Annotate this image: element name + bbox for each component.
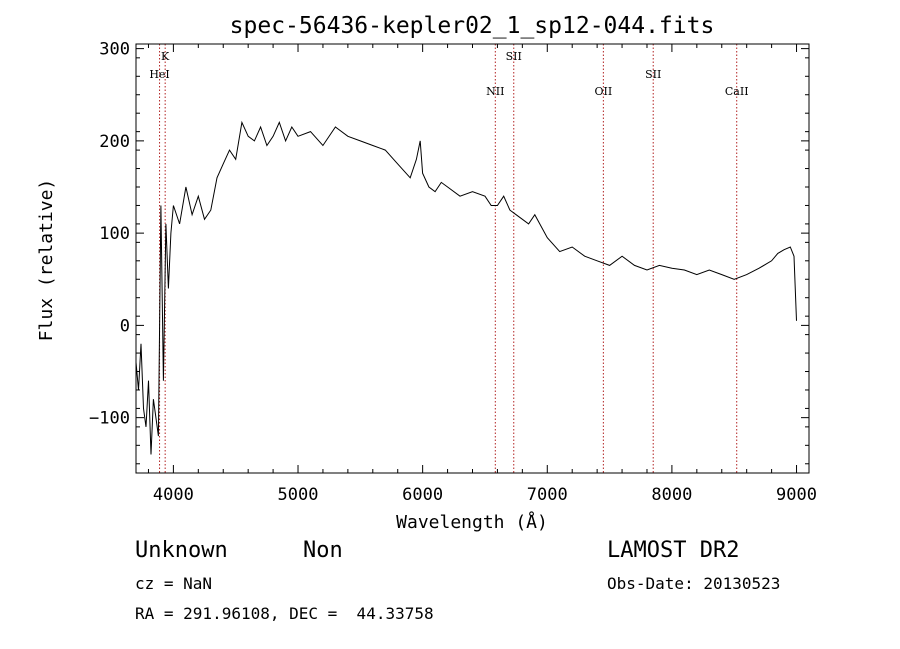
- survey-name: LAMOST DR2: [607, 538, 740, 563]
- y-axis: −100 0 100 200 300: [89, 40, 809, 465]
- x-tick-label: 4000: [153, 485, 194, 505]
- x-axis-label: Wavelength (Å): [396, 511, 548, 533]
- y-tick-label: 0: [120, 316, 130, 336]
- object-subclass: Non: [303, 538, 343, 563]
- y-tick-label: −100: [89, 409, 130, 429]
- x-axis: 4000 5000 6000 7000 8000 9000: [147, 44, 817, 505]
- x-tick-label: 9000: [776, 485, 817, 505]
- y-axis-label: Flux (relative): [36, 179, 57, 342]
- spectrum-line: [135, 120, 797, 455]
- emission-line-label: HeI: [149, 68, 169, 81]
- emission-line-label: CaII: [725, 85, 749, 98]
- emission-line-label: SII: [506, 50, 522, 63]
- y-tick-label: 200: [99, 132, 130, 152]
- plot-frame: [135, 43, 810, 474]
- redshift-cz: cz = NaN: [135, 574, 213, 593]
- observation-date: Obs-Date: 20130523: [607, 574, 781, 593]
- object-class: Unknown: [135, 538, 228, 563]
- emission-line-label: K: [161, 50, 170, 63]
- y-tick-label: 100: [99, 224, 130, 244]
- chart-title: spec-56436-kepler02_1_sp12-044.fits: [230, 13, 715, 39]
- emission-line-label: SII: [645, 68, 661, 81]
- x-tick-label: 6000: [402, 485, 443, 505]
- y-tick-label: 300: [99, 40, 130, 60]
- x-tick-label: 8000: [651, 485, 692, 505]
- emission-line-markers: K HeI NII SII OII SII CaII: [149, 44, 749, 473]
- x-tick-label: 7000: [527, 485, 568, 505]
- emission-line-label: OII: [595, 85, 613, 98]
- emission-line-label: NII: [486, 85, 504, 98]
- ra-dec: RA = 291.96108, DEC = 44.33758: [135, 604, 434, 623]
- x-tick-label: 5000: [278, 485, 319, 505]
